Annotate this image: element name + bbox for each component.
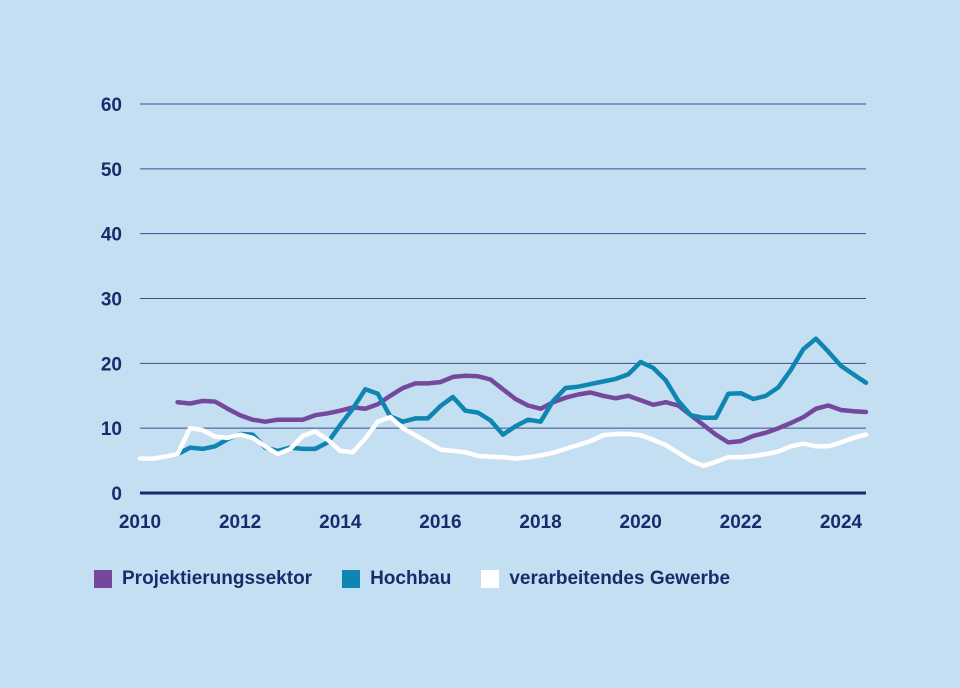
legend-swatch-projektierungssektor: [94, 570, 112, 588]
legend-label-projektierungssektor: Projektierungssektor: [122, 568, 313, 589]
series-0: [175, 373, 869, 445]
y-axis-ticks: 0 10 20 30 40 50 60: [101, 95, 122, 505]
legend-item-projektierungssektor: Projektierungssektor: [94, 568, 312, 590]
series-line: [175, 373, 869, 445]
series-lines: [137, 336, 869, 469]
legend-label-verarbeitendes-gewerbe: verarbeitendes Gewerbe: [509, 568, 731, 589]
series-1: [175, 336, 869, 457]
y-tick-label: 30: [101, 290, 122, 311]
y-tick-label: 20: [101, 354, 122, 375]
legend-label-hochbau: Hochbau: [370, 568, 452, 589]
x-axis-ticks: 2010 2012 2014 2016 2018 2020 2022 2024: [119, 512, 863, 533]
y-tick-label: 60: [101, 95, 122, 116]
x-tick-label: 2012: [219, 512, 261, 533]
x-tick-label: 2010: [119, 512, 161, 533]
x-tick-label: 2022: [720, 512, 762, 533]
legend-item-verarbeitendes-gewerbe: verarbeitendes Gewerbe: [481, 568, 730, 590]
legend-item-hochbau: Hochbau: [342, 568, 451, 590]
legend-swatch-hochbau: [342, 570, 361, 588]
legend: Projektierungssektor Hochbau verarbeiten…: [94, 568, 760, 590]
x-tick-label: 2024: [820, 512, 863, 533]
legend-swatch-verarbeitendes-gewerbe: [481, 570, 500, 588]
y-tick-label: 10: [101, 419, 122, 440]
x-tick-label: 2014: [319, 512, 362, 533]
x-tick-label: 2018: [519, 512, 561, 533]
gridlines: [140, 103, 866, 429]
series-2: [137, 414, 869, 469]
x-tick-label: 2020: [620, 512, 662, 533]
y-tick-label: 50: [101, 160, 122, 181]
x-tick-label: 2016: [419, 512, 461, 533]
y-tick-label: 0: [111, 484, 122, 505]
series-line: [175, 336, 869, 457]
series-line: [137, 414, 869, 469]
y-tick-label: 40: [101, 225, 122, 246]
